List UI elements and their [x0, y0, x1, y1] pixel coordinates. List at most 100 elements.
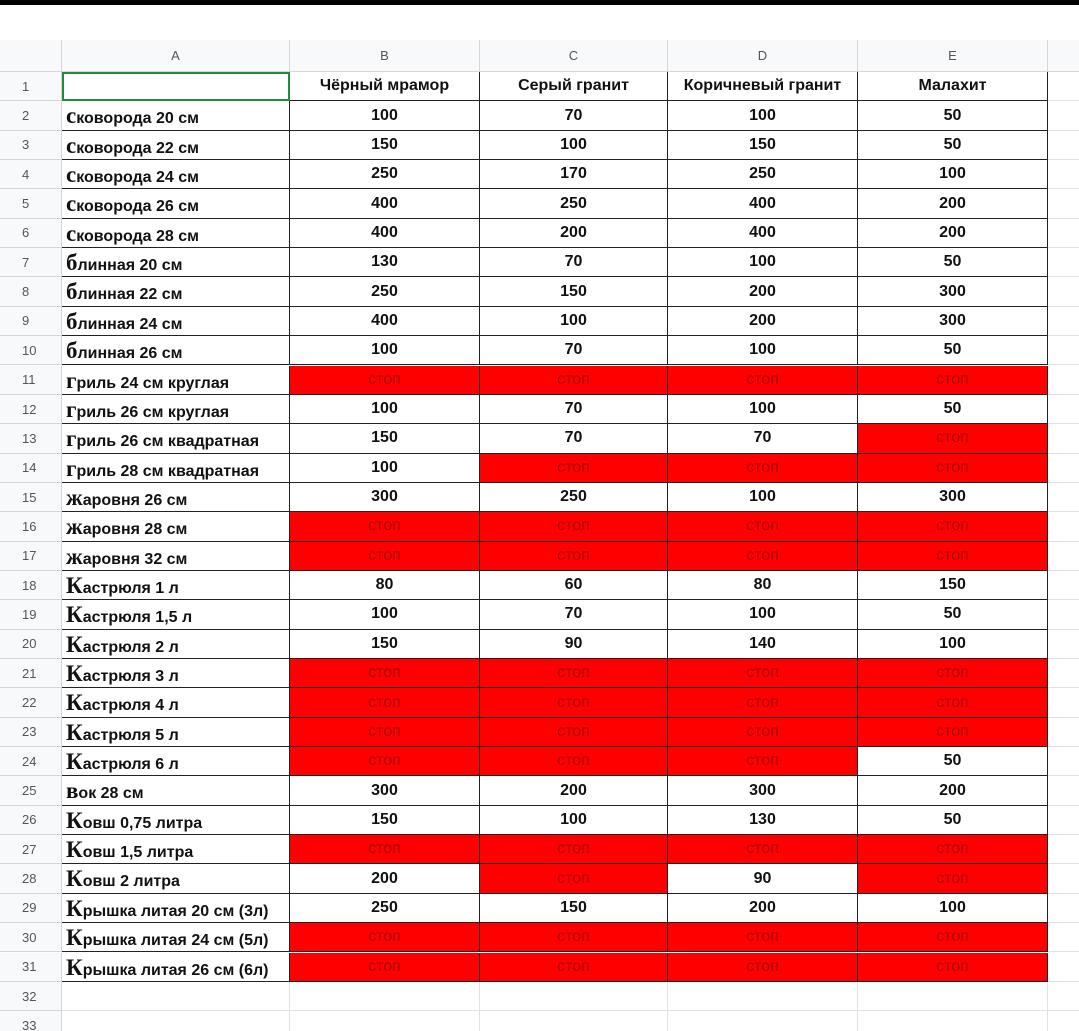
- cell[interactable]: 50: [858, 336, 1048, 366]
- cell[interactable]: 300: [858, 482, 1048, 513]
- item-name[interactable]: жаровня 26 см: [62, 482, 290, 513]
- cell[interactable]: 70: [668, 424, 858, 454]
- item-name[interactable]: Кастрюля 1,5 л: [62, 600, 290, 630]
- row-header[interactable]: 5: [0, 189, 62, 219]
- row-header[interactable]: 12: [0, 394, 62, 425]
- cell[interactable]: 50: [858, 101, 1048, 131]
- cell[interactable]: 200: [668, 893, 858, 924]
- cell[interactable]: [1048, 806, 1079, 836]
- cell[interactable]: стоп: [480, 952, 668, 982]
- cell[interactable]: 100: [480, 805, 668, 836]
- cell[interactable]: [1048, 659, 1079, 689]
- cell[interactable]: [1048, 630, 1079, 659]
- cell[interactable]: 250: [668, 160, 858, 190]
- column-header[interactable]: D: [668, 40, 858, 72]
- cell[interactable]: 100: [858, 629, 1048, 659]
- cell[interactable]: стоп: [668, 688, 858, 718]
- cell[interactable]: 100: [290, 394, 480, 425]
- cell[interactable]: [1048, 571, 1079, 601]
- cell[interactable]: стоп: [480, 864, 668, 894]
- cell[interactable]: 150: [480, 893, 668, 924]
- cell[interactable]: [1048, 72, 1079, 102]
- cell[interactable]: 400: [668, 189, 858, 219]
- item-name[interactable]: Ковш 2 литра: [62, 864, 290, 894]
- cell[interactable]: стоп: [480, 717, 668, 748]
- cell[interactable]: [290, 981, 480, 1012]
- cell[interactable]: 100: [858, 893, 1048, 924]
- cell[interactable]: [1048, 864, 1079, 894]
- cell[interactable]: [1048, 219, 1079, 249]
- item-name[interactable]: гриль 26 см квадратная: [62, 424, 290, 454]
- cell[interactable]: 70: [480, 600, 668, 630]
- item-name[interactable]: сковорода 28 см: [62, 218, 290, 249]
- cell[interactable]: [1048, 101, 1079, 131]
- cell[interactable]: 200: [480, 218, 668, 249]
- cell[interactable]: 100: [668, 101, 858, 131]
- item-name[interactable]: жаровня 28 см: [62, 512, 290, 542]
- cell[interactable]: [858, 981, 1048, 1012]
- cell[interactable]: стоп: [480, 541, 668, 571]
- cell[interactable]: 200: [480, 776, 668, 806]
- row-header[interactable]: 6: [0, 218, 62, 249]
- cell[interactable]: 100: [290, 101, 480, 131]
- cell[interactable]: 100: [668, 336, 858, 366]
- cell[interactable]: стоп: [858, 864, 1048, 894]
- cell[interactable]: [1048, 982, 1079, 1012]
- row-header[interactable]: 32: [0, 981, 62, 1012]
- cell[interactable]: 50: [858, 600, 1048, 630]
- cell[interactable]: 100: [290, 453, 480, 483]
- cell[interactable]: [62, 981, 290, 1012]
- item-name[interactable]: Крышка литая 20 см (3л): [62, 893, 290, 924]
- cell[interactable]: стоп: [290, 952, 480, 982]
- cell[interactable]: 100: [668, 482, 858, 513]
- cell[interactable]: [1048, 953, 1079, 982]
- cell[interactable]: стоп: [480, 688, 668, 718]
- row-header[interactable]: 22: [0, 688, 62, 718]
- item-name[interactable]: Кастрюля 4 л: [62, 688, 290, 718]
- item-name[interactable]: Кастрюля 5 л: [62, 717, 290, 748]
- item-name[interactable]: жаровня 32 см: [62, 541, 290, 571]
- cell[interactable]: стоп: [858, 923, 1048, 953]
- row-header[interactable]: 19: [0, 600, 62, 630]
- row-header[interactable]: 20: [0, 629, 62, 659]
- cell[interactable]: [480, 981, 668, 1012]
- cell[interactable]: [290, 1011, 480, 1031]
- cell[interactable]: [1048, 542, 1079, 571]
- row-header[interactable]: 18: [0, 570, 62, 601]
- cell[interactable]: 200: [668, 306, 858, 337]
- cell[interactable]: 300: [858, 277, 1048, 307]
- cell[interactable]: 250: [290, 277, 480, 307]
- item-name[interactable]: сковорода 24 см: [62, 160, 290, 190]
- cell[interactable]: стоп: [480, 512, 668, 542]
- cell[interactable]: 100: [480, 130, 668, 161]
- row-header[interactable]: 11: [0, 365, 62, 395]
- row-header[interactable]: 33: [0, 1011, 62, 1031]
- row-header[interactable]: 16: [0, 512, 62, 542]
- cell[interactable]: 80: [290, 570, 480, 601]
- cell[interactable]: стоп: [290, 512, 480, 542]
- cell[interactable]: 200: [290, 864, 480, 894]
- cell[interactable]: [1048, 1011, 1079, 1031]
- cell[interactable]: 150: [668, 130, 858, 161]
- cell[interactable]: 250: [480, 189, 668, 219]
- row-header[interactable]: 27: [0, 835, 62, 865]
- cell[interactable]: стоп: [290, 923, 480, 953]
- cell[interactable]: 150: [858, 570, 1048, 601]
- cell[interactable]: [1048, 776, 1079, 806]
- cell[interactable]: 250: [290, 893, 480, 924]
- cell[interactable]: 50: [858, 130, 1048, 161]
- cell[interactable]: 100: [290, 600, 480, 630]
- item-name[interactable]: Крышка литая 26 см (6л): [62, 952, 290, 982]
- cell[interactable]: стоп: [858, 952, 1048, 982]
- cell[interactable]: 50: [858, 394, 1048, 425]
- cell[interactable]: 400: [668, 218, 858, 249]
- cell[interactable]: [1048, 718, 1079, 748]
- row-header[interactable]: 7: [0, 248, 62, 278]
- cell[interactable]: 130: [290, 248, 480, 278]
- cell[interactable]: 100: [668, 600, 858, 630]
- cell[interactable]: 140: [668, 629, 858, 659]
- cell[interactable]: 400: [290, 189, 480, 219]
- cell[interactable]: стоп: [668, 923, 858, 953]
- row-header[interactable]: 4: [0, 160, 62, 190]
- cell[interactable]: 200: [858, 776, 1048, 806]
